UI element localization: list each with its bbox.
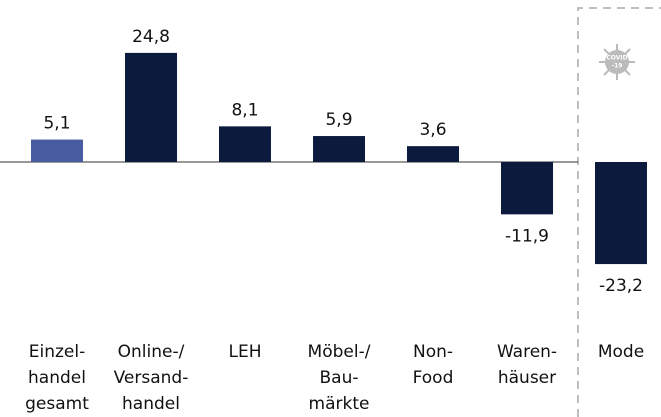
bar: [31, 139, 83, 162]
covid-label: -19: [612, 63, 623, 70]
x-tick-label: Bau-: [320, 368, 359, 388]
value-label: 5,9: [325, 110, 352, 130]
x-tick-label: häuser: [498, 368, 556, 388]
bar: [313, 136, 365, 162]
value-label: -11,9: [505, 226, 549, 246]
x-tick-label: Einzel-: [29, 342, 85, 362]
value-label: 24,8: [132, 27, 170, 47]
x-tick-label: LEH: [229, 342, 262, 362]
x-tick-label: handel: [122, 394, 180, 414]
covid-label: COVID: [606, 55, 627, 62]
x-tick-label: Versand-: [114, 368, 189, 388]
bar: [595, 162, 647, 265]
x-tick-label: Mode: [598, 342, 644, 362]
x-tick-label: Non-: [413, 342, 453, 362]
value-label: -23,2: [599, 276, 643, 296]
covid-icon: COVID -19: [599, 44, 635, 80]
value-label: 5,1: [43, 114, 70, 134]
x-tick-label: gesamt: [25, 394, 89, 414]
x-tick-label: Online-/: [118, 342, 185, 362]
x-tick-label: Waren-: [497, 342, 557, 362]
covid-frame: [577, 7, 661, 417]
bar: [407, 146, 459, 162]
bar: [219, 126, 271, 162]
value-label: 8,1: [231, 100, 258, 120]
bar: [125, 52, 177, 162]
x-tick-label: Food: [413, 368, 454, 388]
x-tick-label: Möbel-/: [308, 342, 371, 362]
x-tick-label: märkte: [309, 394, 370, 414]
bar: [501, 162, 553, 215]
x-tick-label: handel: [28, 368, 86, 388]
value-label: 3,6: [419, 120, 446, 140]
